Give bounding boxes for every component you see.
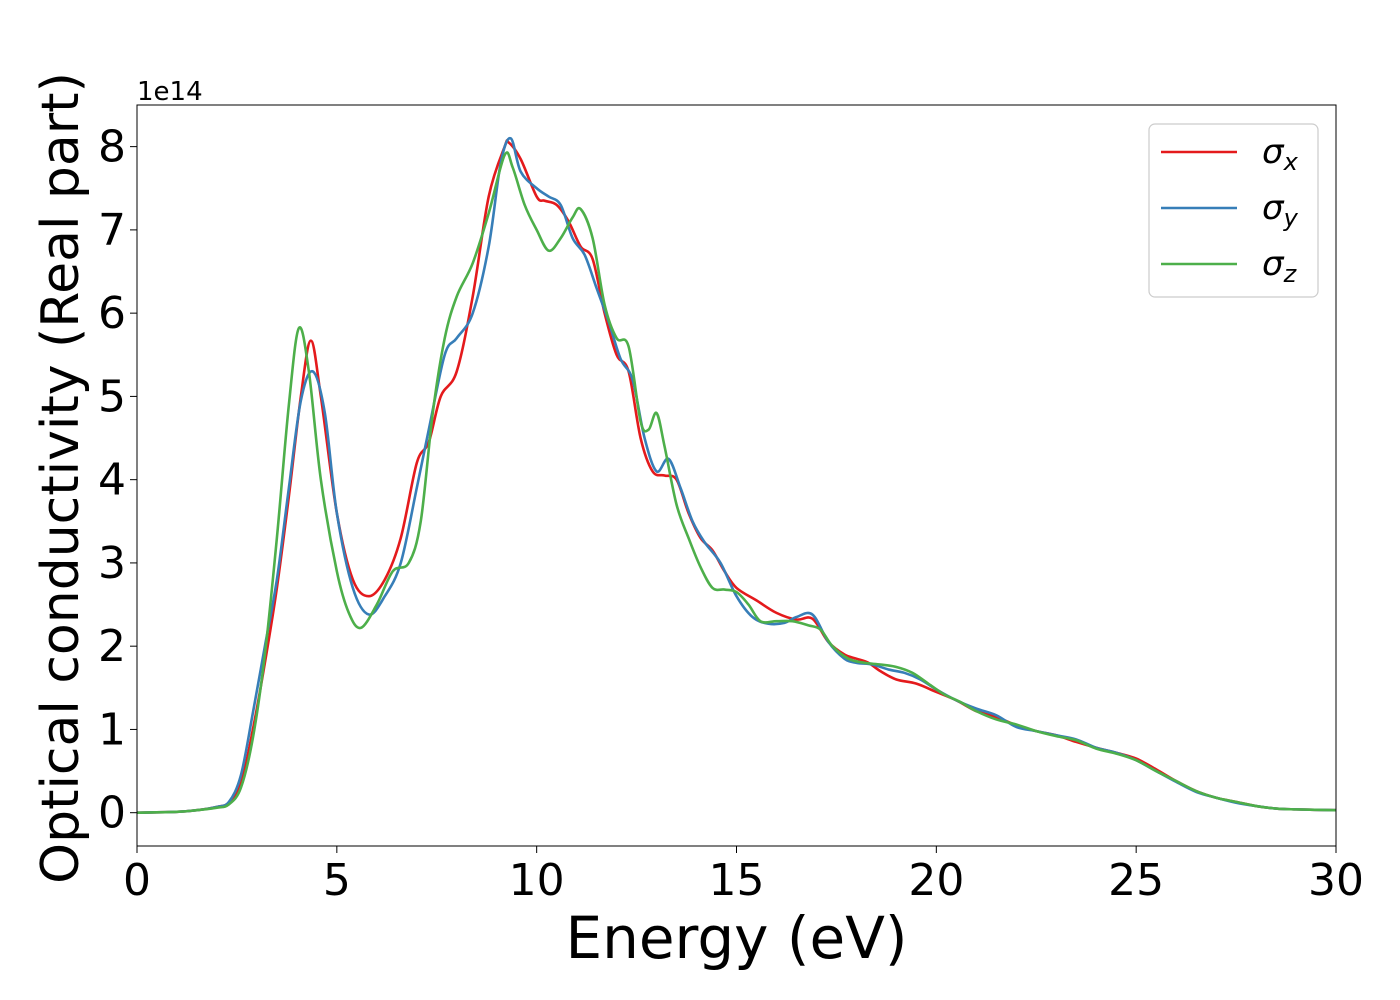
y-scale-offset-label: 1e14 [137,77,203,107]
y-tick-label: 3 [98,538,126,589]
x-axis-ticks: 0 5 10 15 20 25 30 [123,846,1364,906]
x-tick-label: 5 [323,855,351,906]
legend-label-z: σz [1262,244,1298,288]
series-layer [137,136,1336,814]
y-tick-label: 4 [98,455,126,506]
x-axis-label: Energy (eV) [565,904,907,972]
x-tick-label: 0 [123,855,151,906]
legend-box [1148,123,1319,298]
legend-label-x: σx [1262,132,1299,176]
y-tick-label: 2 [98,621,126,672]
y-tick-label: 7 [98,205,126,256]
legend: σx σy σz [1148,123,1319,298]
y-tick-label: 6 [98,288,126,339]
legend-entries: σx σy σz [1161,132,1299,288]
y-tick-label: 1 [98,704,126,755]
x-tick-label: 20 [908,855,964,906]
series-line-z [137,151,1336,814]
legend-label-y: σy [1262,188,1299,232]
y-tick-label: 5 [98,371,126,422]
y-axis-label: Optical conductivity (Real part) [31,72,91,884]
x-tick-label: 15 [709,855,765,906]
y-axis-ticks: 0 1 2 3 4 5 6 7 8 [98,122,137,839]
x-tick-label: 25 [1108,855,1164,906]
x-tick-label: 10 [509,855,565,906]
x-tick-label: 30 [1308,855,1364,906]
y-tick-label: 0 [98,788,126,839]
y-tick-label: 8 [98,122,126,173]
